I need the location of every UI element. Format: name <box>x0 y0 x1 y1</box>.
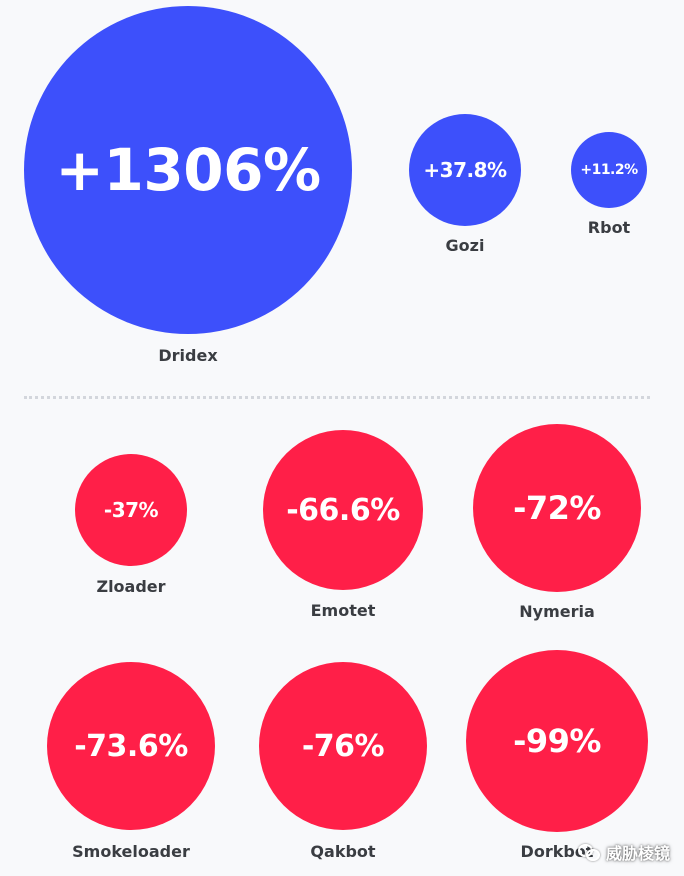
watermark-text: 威胁棱镜 <box>605 844 670 863</box>
bubble-value-qakbot: -76% <box>301 728 385 764</box>
bubble-smokeloader: -73.6% <box>47 662 215 830</box>
bubble-label-smokeloader: Smokeloader <box>72 842 190 861</box>
bubble-label-emotet: Emotet <box>310 601 376 620</box>
bubble-value-emotet: -66.6% <box>286 492 400 528</box>
bubble-rbot: +11.2% <box>571 132 647 208</box>
bubble-value-zloader: -37% <box>103 498 159 522</box>
wechat-icon <box>577 844 600 861</box>
bubble-label-dridex: Dridex <box>158 346 218 365</box>
bubble-label-qakbot: Qakbot <box>310 842 376 861</box>
bubble-label-dorkbot: Dorkbot <box>520 842 594 861</box>
bubble-value-gozi: +37.8% <box>423 158 507 182</box>
bubble-nymeria: -72% <box>473 424 641 592</box>
bubble-dridex: +1306% <box>24 6 352 334</box>
bubble-value-rbot: +11.2% <box>580 162 638 178</box>
bubble-emotet: -66.6% <box>263 430 423 590</box>
bubble-label-zloader: Zloader <box>96 577 166 596</box>
bubble-value-nymeria: -72% <box>513 489 601 527</box>
bubble-gozi: +37.8% <box>409 114 521 226</box>
bubble-dorkbot: -99% <box>466 650 648 832</box>
watermark: 威胁棱镜 <box>577 840 670 864</box>
bubble-value-dorkbot: -99% <box>513 722 601 760</box>
bubble-zloader: -37% <box>75 454 187 566</box>
bubble-value-smokeloader: -73.6% <box>74 728 188 764</box>
section-divider <box>24 396 650 399</box>
bubble-label-gozi: Gozi <box>445 236 485 255</box>
bubble-label-rbot: Rbot <box>587 218 631 237</box>
bubble-qakbot: -76% <box>259 662 427 830</box>
bubble-label-nymeria: Nymeria <box>519 602 595 621</box>
bubble-value-dridex: +1306% <box>55 136 321 204</box>
